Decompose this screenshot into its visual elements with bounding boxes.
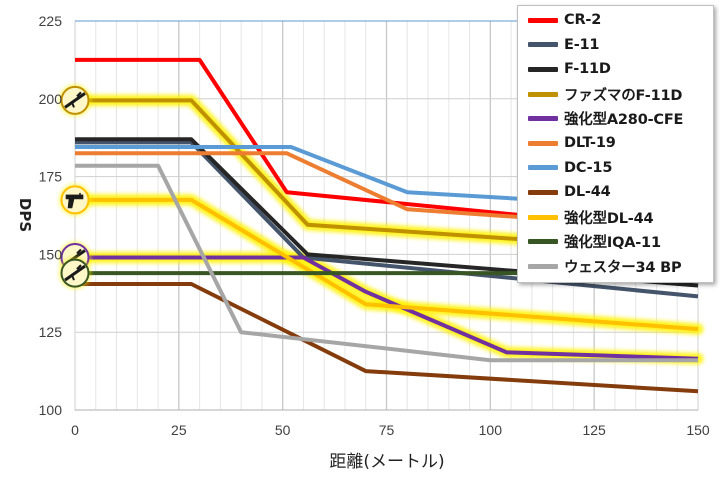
legend-swatch [528,189,558,195]
legend-item: E-11 [518,33,713,58]
x-tick-label: 75 [379,422,395,438]
legend-swatch [528,17,558,23]
series-line [75,282,699,394]
legend-swatch [528,165,558,171]
y-tick-label: 225 [39,13,63,29]
legend-swatch [528,214,558,220]
legend-label: 強化型DL-44 [564,210,654,227]
legend-swatch [528,91,558,97]
series-line [75,137,699,288]
series-lines [75,57,699,394]
legend-label: ウェスター34 BP [564,259,682,276]
legend-swatch [528,263,558,269]
legend-item: F-11D [518,57,713,82]
legend: CR-2 E-11 F-11D ファズマのF-11D 強化型A280-CFE DLT-19… [517,5,714,283]
legend-swatch [528,239,558,245]
x-tick-label: 0 [71,422,79,438]
weapon-marker [59,84,91,117]
x-tick-label: 25 [171,422,187,438]
legend-item: DL-44 [518,180,713,205]
legend-item: ウェスター34 BP [518,254,713,279]
series-line [75,140,699,299]
series-line [75,57,699,235]
series-line [75,255,699,361]
legend-label: 強化型A280-CFE [564,112,684,129]
series-line [75,197,699,332]
legend-item: 強化型A280-CFE [518,106,713,131]
legend-swatch [528,140,558,146]
y-tick-label: 175 [39,169,63,185]
legend-label: E-11 [564,36,600,53]
legend-label: DC-15 [564,159,613,176]
marker-ring [60,185,90,215]
x-tick-label: 150 [686,422,710,438]
y-tick-label: 150 [39,246,63,262]
x-tick-label: 50 [275,422,291,438]
y-tick-label: 100 [39,402,63,418]
legend-item: CR-2 [518,8,713,33]
legend-label: ファズマのF-11D [564,87,683,104]
y-tick-label: 125 [39,324,63,340]
legend-swatch [528,116,558,122]
x-axis-title: 距離(メートル) [329,452,444,472]
weapon-markers [59,84,91,290]
legend-swatch [528,66,558,72]
legend-label: F-11D [564,61,611,78]
x-tick-label: 100 [479,422,503,438]
legend-item: 強化型DL-44 [518,205,713,230]
legend-label: DLT-19 [564,135,616,152]
rifle-icon [64,91,86,109]
legend-item: ファズマのF-11D [518,82,713,107]
series-line [75,163,698,363]
legend-item: DC-15 [518,156,713,181]
legend-label: DL-44 [564,184,611,201]
pistol-icon [65,192,84,209]
legend-label: CR-2 [564,12,602,29]
weapon-marker [59,257,91,290]
y-tick-labels: 100 125 150 175 200 225 [39,13,63,418]
legend-swatch [528,42,558,48]
series-line [75,98,699,254]
legend-label: 強化型IQA-11 [564,235,661,252]
legend-item: DLT-19 [518,131,713,156]
legend-item: 強化型IQA-11 [518,229,713,254]
rifle-icon [64,264,86,282]
weapon-marker [59,183,91,216]
x-tick-label: 125 [582,422,606,438]
y-tick-label: 200 [39,91,63,107]
y-axis-title: DPS [16,198,34,232]
x-tick-labels: 0 25 50 75 100 125 150 [71,422,710,438]
